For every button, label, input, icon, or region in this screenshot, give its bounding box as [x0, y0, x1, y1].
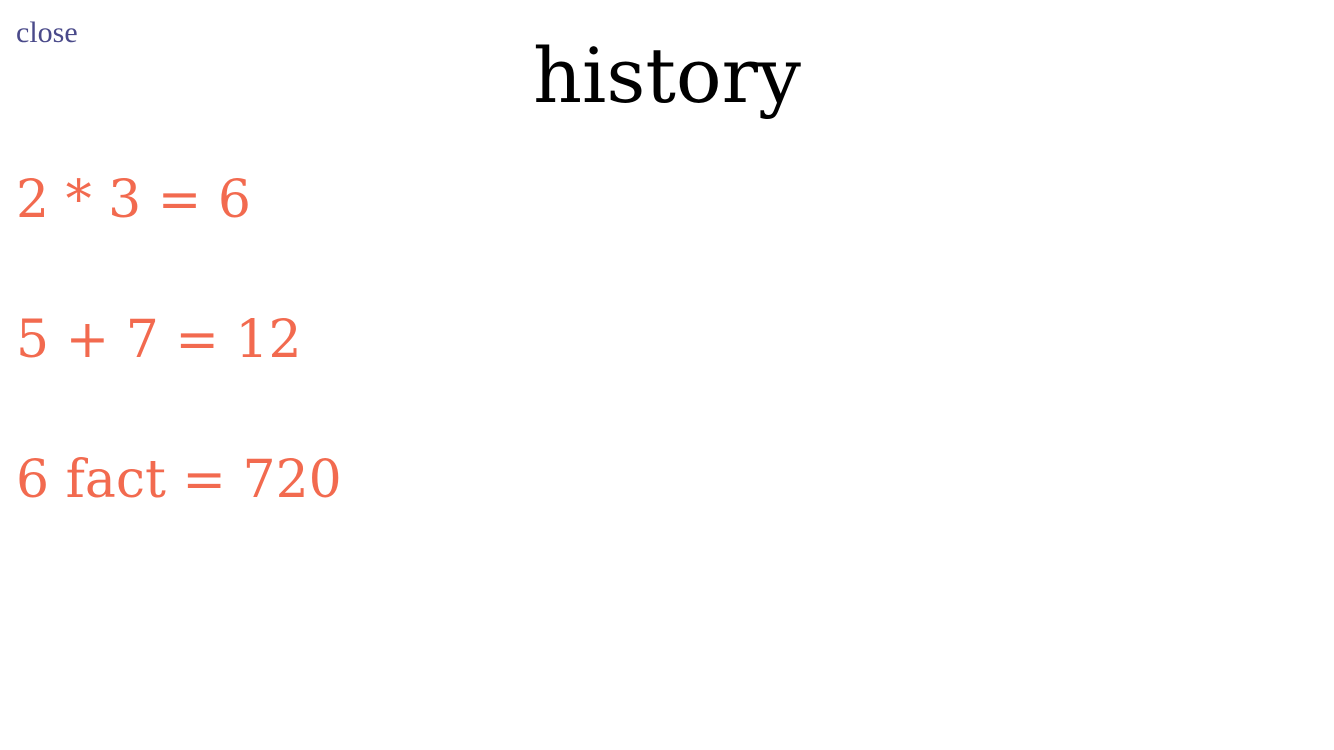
history-item[interactable]: 2 * 3 = 6 [16, 170, 251, 230]
close-button[interactable]: close [16, 16, 78, 49]
page-title: history [533, 31, 801, 120]
history-item[interactable]: 6 fact = 720 [16, 450, 342, 510]
history-item[interactable]: 5 + 7 = 12 [16, 310, 302, 370]
history-list: 2 * 3 = 6 5 + 7 = 12 6 fact = 720 [16, 164, 342, 584]
